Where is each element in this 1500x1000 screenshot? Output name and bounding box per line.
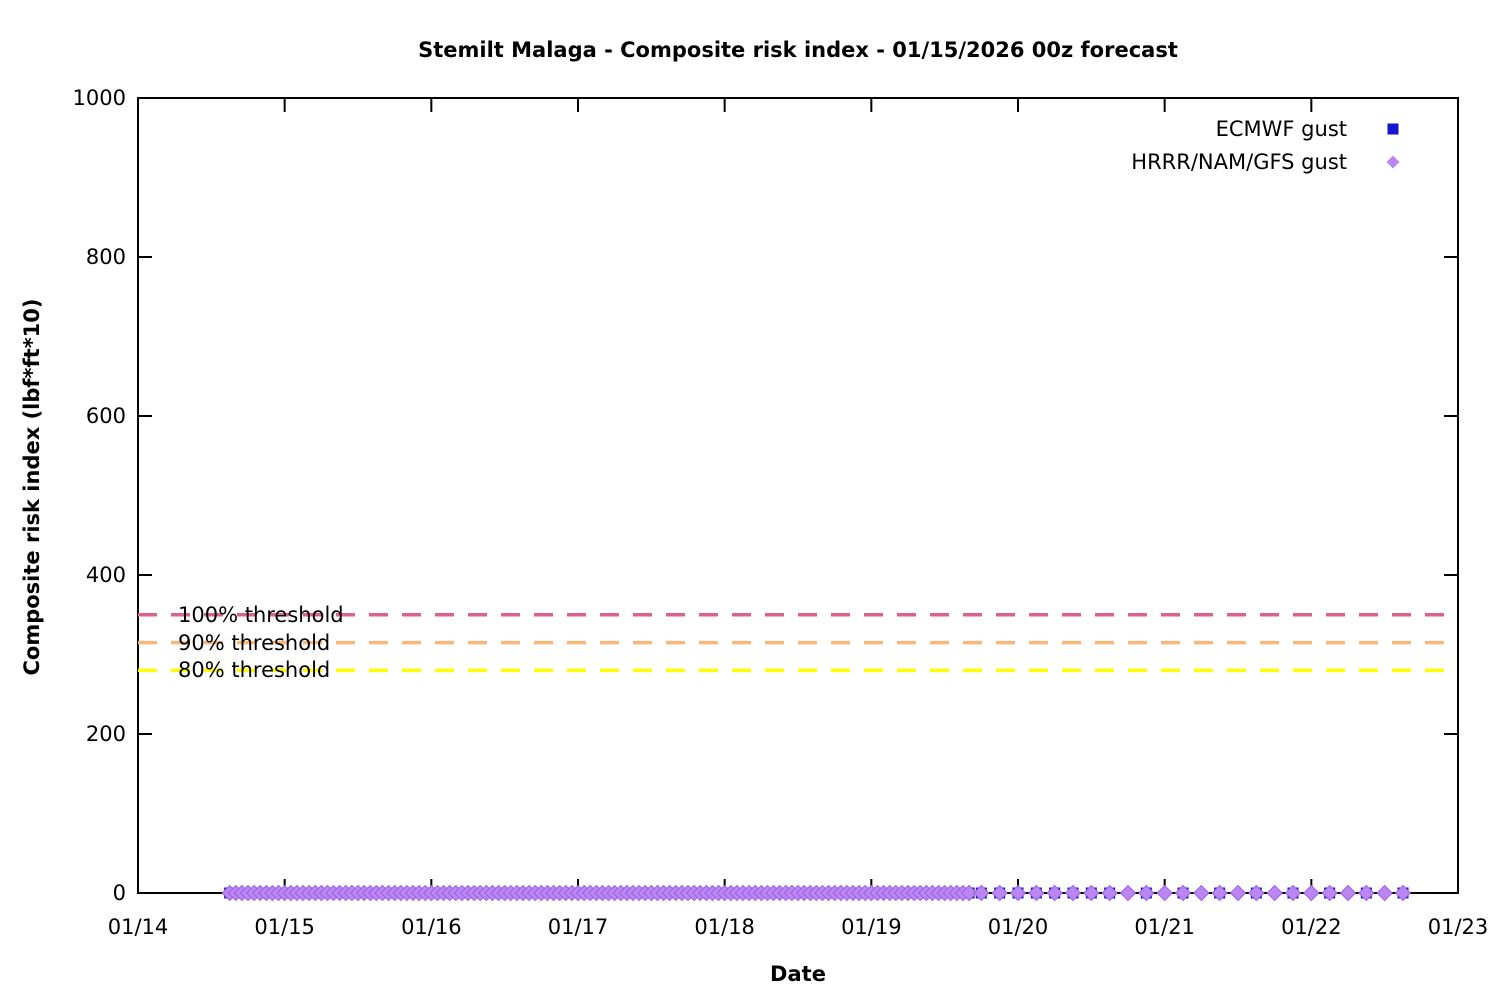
threshold-label: 100% threshold [178, 602, 344, 627]
x-tick-label: 01/18 [694, 915, 755, 939]
series-hrrr-nam-gfs-gust [221, 884, 1412, 902]
square-marker-icon [1387, 123, 1399, 134]
x-tick-label: 01/22 [1281, 915, 1342, 939]
x-tick-label: 01/14 [107, 915, 169, 939]
x-tick-label: 01/19 [841, 915, 902, 939]
y-tick-label: 800 [85, 245, 126, 269]
x-axis-title: Date [770, 962, 826, 986]
legend-label-hrrr-nam-gfs: HRRR/NAM/GFS gust [1131, 149, 1347, 174]
legend-entry-hrrr-nam-gfs: HRRR/NAM/GFS gust [1131, 145, 1401, 178]
diamond-marker-icon [1386, 155, 1400, 168]
threshold-label: 80% threshold [178, 658, 331, 683]
y-tick-label: 0 [112, 881, 126, 905]
plot-border [137, 97, 1459, 894]
legend-label-ecmwf: ECMWF gust [1215, 116, 1347, 141]
y-tick-label: 600 [85, 404, 126, 428]
y-tick-label: 400 [85, 563, 126, 587]
y-axis-title: Composite risk index (lbf*ft*10) [20, 298, 44, 676]
y-tick-label: 1000 [72, 86, 126, 110]
chart-title: Stemilt Malaga - Composite risk index - … [418, 38, 1178, 62]
x-tick-label: 01/20 [987, 915, 1049, 939]
legend: ECMWF gust HRRR/NAM/GFS gust [1131, 112, 1401, 178]
x-tick-label: 01/15 [254, 915, 315, 939]
x-tick-label: 01/17 [547, 915, 609, 939]
legend-entry-ecmwf: ECMWF gust [1131, 112, 1401, 145]
y-tick-label: 200 [85, 722, 126, 746]
x-tick-label: 01/23 [1427, 915, 1489, 939]
axis-ticks [137, 97, 1459, 894]
x-tick-label: 01/16 [401, 915, 462, 939]
threshold-label: 90% threshold [178, 630, 331, 655]
x-tick-label: 01/21 [1134, 915, 1195, 939]
